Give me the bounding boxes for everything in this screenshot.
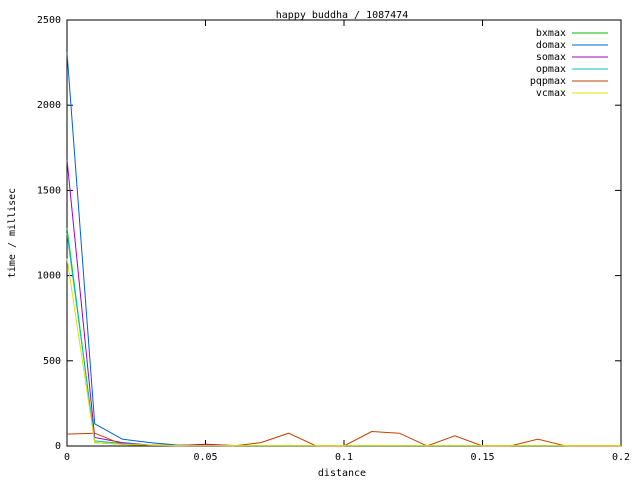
legend-label: opmax [536,64,566,75]
x-tick-label: 0.15 [470,452,494,463]
y-axis-label: time / millisec [7,188,18,278]
y-tick-label: 2000 [37,100,61,111]
x-tick-label: 0.05 [193,452,217,463]
x-tick-label: 0.2 [612,452,630,463]
chart-title: happy buddha / 1087474 [276,10,408,21]
legend-label: domax [536,40,566,51]
x-tick-label: 0.1 [335,452,353,463]
series-line [66,258,621,447]
y-tick-label: 500 [43,356,61,367]
y-tick-label: 1500 [37,185,61,196]
legend-label: somax [536,52,566,63]
legend-label: vcmax [536,88,566,99]
x-tick-label: 0 [64,452,70,463]
y-tick-label: 1000 [37,271,61,282]
y-tick-label: 2500 [37,15,61,26]
x-axis-label: distance [318,468,366,479]
legend-label: pqpmax [530,76,566,87]
y-tick-label: 0 [55,441,61,452]
legend-label: bxmax [536,28,566,39]
